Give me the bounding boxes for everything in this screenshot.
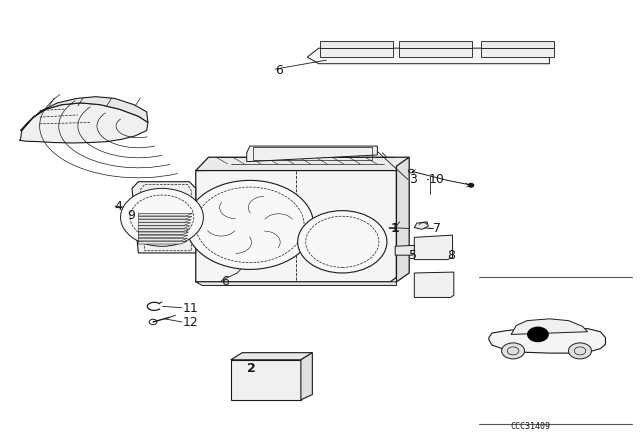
Polygon shape <box>20 97 148 130</box>
Text: 10: 10 <box>428 173 444 186</box>
Polygon shape <box>395 246 414 255</box>
Text: 2: 2 <box>246 362 255 375</box>
Polygon shape <box>138 235 188 238</box>
Polygon shape <box>246 146 378 162</box>
Polygon shape <box>138 220 191 222</box>
Polygon shape <box>132 182 196 253</box>
Text: 6: 6 <box>275 64 284 77</box>
Polygon shape <box>414 222 428 229</box>
Polygon shape <box>489 329 605 353</box>
Circle shape <box>468 184 474 187</box>
Polygon shape <box>414 235 452 260</box>
Polygon shape <box>231 360 301 400</box>
Polygon shape <box>196 166 396 282</box>
Text: 4: 4 <box>115 200 123 213</box>
Text: 1: 1 <box>390 222 399 235</box>
Text: 5: 5 <box>409 249 417 262</box>
Polygon shape <box>138 216 192 219</box>
Circle shape <box>528 327 548 341</box>
Polygon shape <box>19 103 148 143</box>
Polygon shape <box>399 42 472 48</box>
Polygon shape <box>138 226 190 228</box>
Polygon shape <box>511 319 588 334</box>
Polygon shape <box>307 48 549 64</box>
Text: 12: 12 <box>183 316 199 329</box>
Polygon shape <box>138 241 187 244</box>
Circle shape <box>298 211 387 273</box>
Polygon shape <box>138 213 193 216</box>
Polygon shape <box>396 157 409 282</box>
Polygon shape <box>320 48 394 57</box>
Circle shape <box>502 343 525 359</box>
Polygon shape <box>138 238 188 241</box>
Text: 7: 7 <box>433 222 442 235</box>
Circle shape <box>568 343 591 359</box>
Polygon shape <box>138 232 189 235</box>
Text: 3: 3 <box>409 173 417 186</box>
Polygon shape <box>138 223 191 225</box>
Text: 9: 9 <box>127 209 135 222</box>
Polygon shape <box>196 157 409 171</box>
Polygon shape <box>138 229 189 232</box>
Text: 8: 8 <box>447 249 456 262</box>
Polygon shape <box>196 282 396 285</box>
Polygon shape <box>481 48 554 57</box>
Polygon shape <box>414 272 454 297</box>
Polygon shape <box>231 353 312 360</box>
Polygon shape <box>481 42 554 48</box>
Circle shape <box>186 181 314 269</box>
Polygon shape <box>399 48 472 57</box>
Circle shape <box>120 188 204 246</box>
Text: 11: 11 <box>183 302 199 315</box>
Text: 6: 6 <box>221 276 229 289</box>
Polygon shape <box>301 353 312 400</box>
Text: CCC31409: CCC31409 <box>510 422 550 431</box>
Polygon shape <box>320 42 394 48</box>
